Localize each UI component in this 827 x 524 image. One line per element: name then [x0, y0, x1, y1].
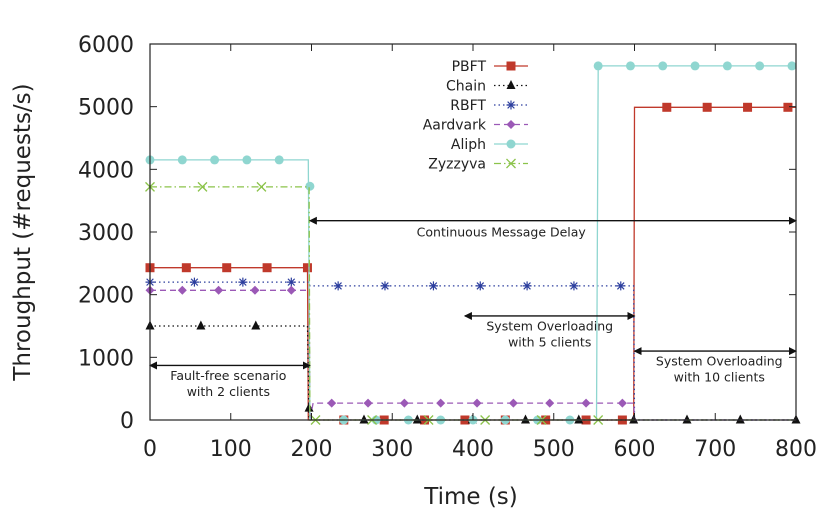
legend-label-pbft: PBFT — [452, 59, 487, 75]
x-tick-label: 800 — [775, 437, 817, 462]
data-point-aliph — [722, 61, 732, 71]
legend-label-rbft: RBFT — [450, 98, 486, 114]
data-point-aliph — [625, 61, 635, 71]
data-point-zyzzyva — [256, 181, 267, 192]
legend: PBFT Chain RBFT Aardvark Aliph Zyzzyva — [423, 59, 528, 173]
data-point-rbft — [475, 281, 485, 291]
x-axis-label: Time (s) — [423, 484, 518, 510]
data-point-pbft — [302, 263, 312, 273]
data-point-zyzzyva — [197, 181, 208, 192]
series-line-rbft — [150, 281, 796, 421]
legend-marker-rbft — [506, 100, 516, 110]
legend-label-aardvark: Aardvark — [423, 118, 487, 134]
plot-area: Continuous Message Delay System Overloadi… — [145, 61, 801, 425]
x-tick-label: 400 — [452, 437, 494, 462]
data-point-aliph — [593, 61, 603, 71]
annotation-text-2: with 10 clients — [674, 369, 765, 384]
data-point-aliph — [690, 61, 700, 71]
x-tick-label: 300 — [371, 437, 413, 462]
x-tick-label: 500 — [533, 437, 575, 462]
data-point-aliph — [658, 61, 668, 71]
data-point-aardvark — [327, 398, 337, 408]
axes: 0 100 200 300 400 500 600 700 800 0 1000 2000 3000 40… — [78, 33, 817, 462]
data-point-aardvark — [436, 398, 446, 408]
legend-marker-pbft — [506, 61, 516, 71]
y-tick-label: 1000 — [78, 346, 134, 371]
data-point-pbft — [181, 263, 191, 273]
y-tick-label: 5000 — [78, 96, 134, 121]
legend-marker-chain — [506, 80, 516, 89]
data-point-aliph — [755, 61, 765, 71]
data-point-aliph — [787, 61, 797, 71]
y-axis-label: Throughput (#requests/s) — [10, 83, 36, 381]
y-tick-label: 0 — [120, 409, 134, 434]
data-point-rbft — [189, 277, 199, 287]
data-point-aliph — [242, 155, 252, 165]
annotation-text-0: Continuous Message Delay — [417, 224, 587, 239]
data-point-aardvark — [399, 398, 409, 408]
data-point-chain — [412, 414, 422, 424]
data-point-chain — [682, 414, 692, 424]
data-point-aliph — [210, 155, 220, 165]
data-point-chain — [359, 414, 369, 424]
annotation-text-1: System Overloading — [486, 318, 613, 333]
data-point-aardvark — [581, 398, 591, 408]
data-point-aardvark — [472, 398, 482, 408]
data-point-chain — [520, 414, 530, 424]
y-tick-label: 3000 — [78, 221, 134, 246]
legend-marker-zyzzyva — [506, 158, 516, 169]
legend-label-aliph: Aliph — [451, 137, 486, 153]
data-point-rbft — [333, 281, 343, 291]
data-point-chain — [304, 402, 314, 412]
data-point-rbft — [522, 281, 532, 291]
annotation-text-3: Fault-free scenario — [170, 368, 286, 383]
data-point-aardvark — [286, 285, 296, 295]
data-point-aardvark — [617, 398, 627, 408]
data-point-aardvark — [214, 285, 224, 295]
legend-marker-aliph — [506, 139, 516, 149]
data-point-aliph — [274, 155, 284, 165]
data-point-aardvark — [177, 285, 187, 295]
data-point-rbft — [428, 281, 438, 291]
data-point-pbft — [262, 263, 272, 273]
annotation-text-3: with 2 clients — [187, 384, 270, 399]
data-point-pbft — [222, 263, 232, 273]
x-tick-label: 600 — [614, 437, 656, 462]
data-point-aardvark — [363, 398, 373, 408]
data-point-aardvark — [545, 398, 555, 408]
data-point-rbft — [238, 277, 248, 287]
y-tick-label: 2000 — [78, 284, 134, 309]
data-point-pbft — [662, 102, 672, 112]
data-point-pbft — [702, 102, 712, 112]
legend-label-chain: Chain — [446, 79, 486, 95]
data-point-chain — [196, 320, 206, 330]
data-point-chain — [574, 414, 584, 424]
annotation-text-2: System Overloading — [656, 353, 783, 368]
x-tick-label: 100 — [210, 437, 252, 462]
x-tick-label: 700 — [694, 437, 736, 462]
data-point-aardvark — [508, 398, 518, 408]
annotation-text-1: with 5 clients — [508, 334, 591, 349]
data-point-chain — [251, 320, 261, 330]
data-point-rbft — [286, 277, 296, 287]
y-tick-label: 4000 — [78, 158, 134, 183]
legend-label-zyzzyva: Zyzzyva — [428, 157, 486, 173]
x-tick-label: 0 — [143, 437, 157, 462]
data-point-aliph — [177, 155, 187, 165]
x-tick-label: 200 — [291, 437, 333, 462]
data-point-aardvark — [250, 285, 260, 295]
data-point-pbft — [783, 102, 793, 112]
data-point-rbft — [569, 281, 579, 291]
data-point-aliph — [305, 181, 315, 191]
legend-marker-aardvark — [506, 120, 516, 129]
series-line-zyzzyva — [150, 186, 796, 421]
y-tick-label: 6000 — [78, 33, 134, 58]
data-point-rbft — [380, 281, 390, 291]
data-point-chain — [629, 414, 639, 424]
data-point-pbft — [743, 102, 753, 112]
data-point-rbft — [616, 281, 626, 291]
data-point-chain — [735, 414, 745, 424]
